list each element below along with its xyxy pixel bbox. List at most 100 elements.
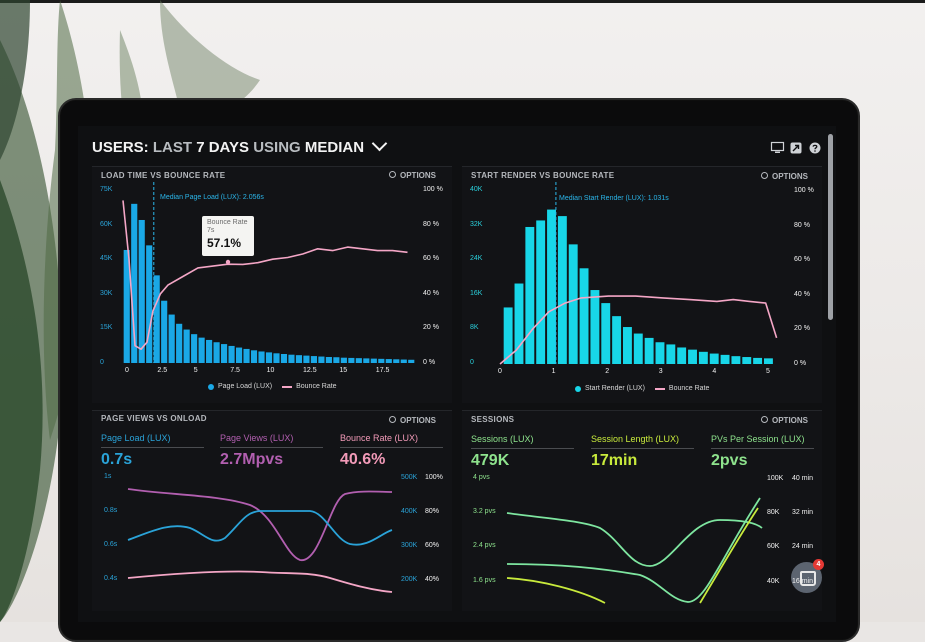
bar[interactable] xyxy=(579,268,589,364)
y-tick-left: 45K xyxy=(100,255,113,263)
bar[interactable] xyxy=(503,307,513,364)
dashboard-title[interactable]: USERS: LAST 7 DAYS USING MEDIAN xyxy=(92,135,388,156)
bar[interactable] xyxy=(235,347,243,363)
bar[interactable] xyxy=(370,358,377,363)
bar[interactable] xyxy=(228,345,235,363)
legend-swatch xyxy=(575,385,581,392)
bar[interactable] xyxy=(355,358,362,363)
y-tick-mid: 60K xyxy=(767,543,780,551)
bar[interactable] xyxy=(318,356,325,363)
bar[interactable] xyxy=(138,219,145,363)
y-tick-right: 100 % xyxy=(423,186,443,193)
bar[interactable] xyxy=(622,327,632,364)
panel-sessions xyxy=(462,410,822,611)
bar[interactable] xyxy=(333,357,340,363)
bar[interactable] xyxy=(280,354,288,363)
tooltip-point xyxy=(225,259,231,265)
bar[interactable] xyxy=(378,358,385,363)
bar[interactable] xyxy=(191,334,198,363)
bar[interactable] xyxy=(655,342,665,364)
bar[interactable] xyxy=(590,290,600,364)
y-tick-mid: 80K xyxy=(767,509,780,517)
options-label: OPTIONS xyxy=(772,416,809,425)
bar[interactable] xyxy=(273,353,280,363)
options-button[interactable]: OPTIONS xyxy=(389,416,436,425)
share-icon[interactable] xyxy=(790,142,803,154)
bar[interactable] xyxy=(146,245,153,363)
bar[interactable] xyxy=(601,303,611,364)
bar[interactable] xyxy=(612,316,622,364)
bar[interactable] xyxy=(340,357,347,363)
metric-label: Page Views (LUX) xyxy=(220,433,294,443)
bar[interactable] xyxy=(536,220,546,364)
bar[interactable] xyxy=(123,249,130,363)
bar[interactable] xyxy=(709,353,719,364)
bar[interactable] xyxy=(243,348,250,363)
bar[interactable] xyxy=(161,300,168,363)
chat-button[interactable]: 4 xyxy=(791,559,824,593)
bar[interactable] xyxy=(408,359,415,363)
metric-divider xyxy=(711,448,814,449)
y-tick-right: 24 min xyxy=(792,543,814,551)
sessions-line xyxy=(506,512,763,567)
bar[interactable] xyxy=(213,342,220,363)
page-views-line xyxy=(127,488,393,561)
bar[interactable] xyxy=(731,356,741,364)
metric-value: 17min xyxy=(591,452,638,469)
options-button[interactable]: OPTIONS xyxy=(389,171,436,180)
bar[interactable] xyxy=(198,337,205,363)
bar[interactable] xyxy=(400,359,407,363)
bar[interactable] xyxy=(557,216,567,364)
bar[interactable] xyxy=(206,339,213,363)
bar[interactable] xyxy=(698,351,708,364)
bar[interactable] xyxy=(258,351,265,363)
bar[interactable] xyxy=(348,357,355,363)
bar[interactable] xyxy=(633,333,643,364)
x-tick: 4 xyxy=(712,368,717,375)
bar[interactable] xyxy=(295,355,303,363)
y-tick-left: 1.6 pvs xyxy=(473,576,496,584)
bar[interactable] xyxy=(666,344,676,364)
y-tick-right: 20 % xyxy=(423,324,439,332)
bar[interactable] xyxy=(363,358,370,363)
y-tick-right: 60% xyxy=(425,542,440,549)
bar[interactable] xyxy=(183,329,190,363)
y-tick-right: 100% xyxy=(425,474,443,481)
bar[interactable] xyxy=(265,352,273,363)
help-icon[interactable] xyxy=(809,142,822,154)
bar[interactable] xyxy=(753,357,763,364)
bar[interactable] xyxy=(547,209,556,364)
bar[interactable] xyxy=(525,226,535,364)
metric-value: 2.7Mpvs xyxy=(220,451,284,468)
bar[interactable] xyxy=(153,275,160,363)
y-tick-mid: 40K xyxy=(767,577,780,585)
y-tick-right: 60 % xyxy=(423,255,439,263)
median-annotation: Median Start Render (LUX): 1.031s xyxy=(559,195,669,202)
bar[interactable] xyxy=(644,337,654,364)
bar[interactable] xyxy=(568,244,578,364)
scrollbar[interactable] xyxy=(828,134,833,320)
y-tick-right: 40% xyxy=(425,576,440,583)
bar[interactable] xyxy=(131,203,138,363)
bar[interactable] xyxy=(168,314,175,363)
bar[interactable] xyxy=(310,356,317,363)
bar[interactable] xyxy=(176,323,183,363)
bar[interactable] xyxy=(303,355,310,363)
bar[interactable] xyxy=(325,357,332,363)
bar[interactable] xyxy=(763,358,773,364)
bar[interactable] xyxy=(514,283,524,364)
options-button[interactable]: OPTIONS xyxy=(761,416,808,425)
bar[interactable] xyxy=(385,359,392,363)
monitor-icon[interactable] xyxy=(770,141,785,154)
bar[interactable] xyxy=(677,347,687,364)
bar[interactable] xyxy=(221,344,228,363)
bar[interactable] xyxy=(720,354,730,364)
bar[interactable] xyxy=(250,350,258,363)
options-button[interactable]: OPTIONS xyxy=(761,172,808,181)
bar[interactable] xyxy=(288,354,295,363)
bar[interactable] xyxy=(688,349,697,364)
metric-divider xyxy=(591,448,694,449)
legend: Page Load (LUX) Bounce Rate xyxy=(208,383,337,390)
bar[interactable] xyxy=(393,359,400,363)
bar[interactable] xyxy=(742,357,752,364)
